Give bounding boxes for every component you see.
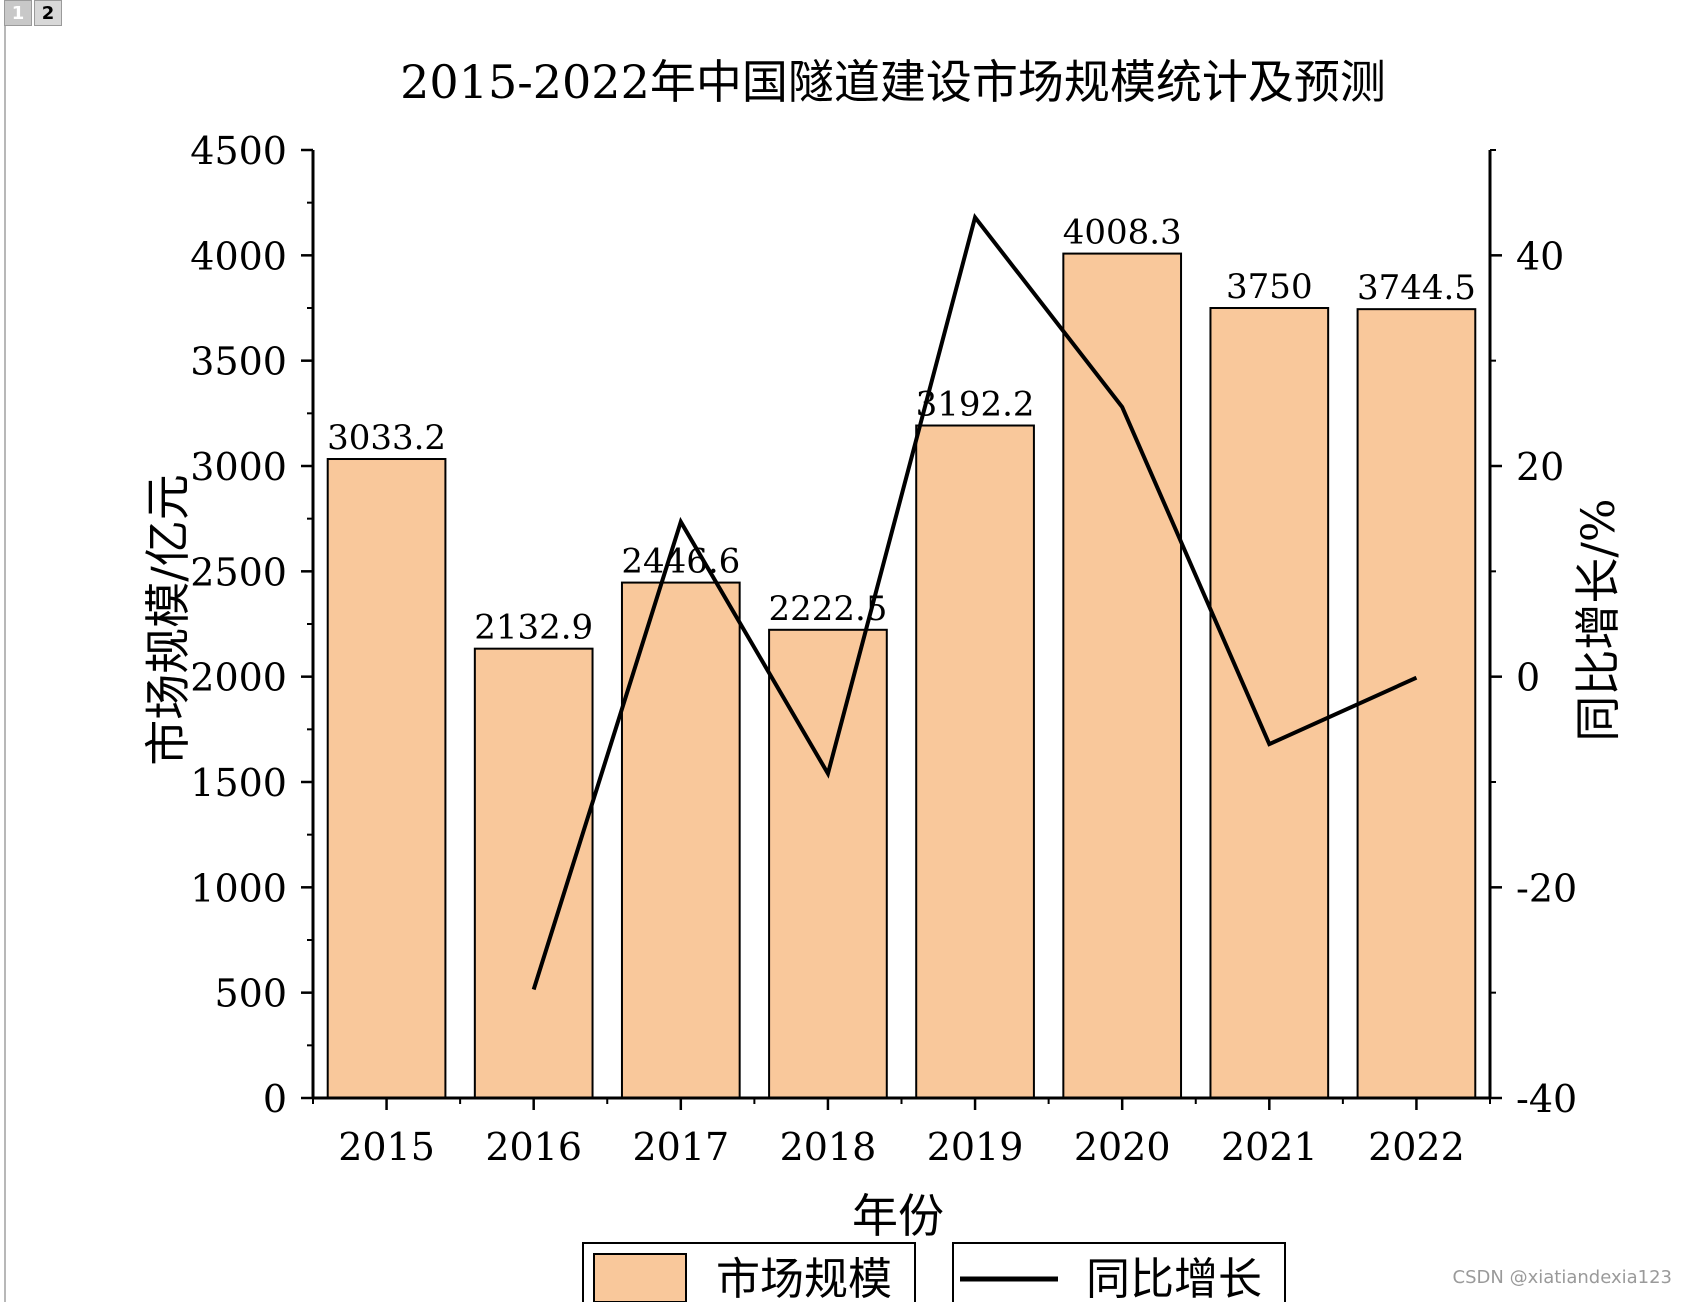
- x-tick-label: 2020: [1074, 1125, 1171, 1169]
- x-tick-label: 2018: [780, 1125, 877, 1169]
- x-tick-label: 2021: [1221, 1125, 1318, 1169]
- tab-page-2[interactable]: 2: [34, 0, 62, 26]
- y2-tick-label: 20: [1516, 445, 1564, 489]
- bar-data-label: 2222.5: [768, 589, 887, 629]
- y-tick-label: 1000: [190, 866, 287, 910]
- bar-data-label: 3192.2: [916, 385, 1035, 425]
- bar-data-label: 4008.3: [1063, 213, 1182, 253]
- y-tick-label: 3500: [190, 340, 287, 384]
- y-tick-label: 2000: [190, 656, 287, 700]
- y-tick-label: 0: [263, 1077, 287, 1121]
- y-tick-label: 2500: [190, 550, 287, 594]
- bar: [915, 424, 1035, 1099]
- x-tick-label: 2015: [338, 1125, 435, 1169]
- bar: [620, 581, 741, 1099]
- bar: [1209, 307, 1330, 1099]
- legend-box-bar: [582, 1242, 916, 1302]
- bar-data-label: 2446.6: [621, 542, 740, 582]
- y-tick-label: 1500: [190, 761, 287, 805]
- x-tick-label: 2017: [632, 1125, 729, 1169]
- y-tick-label: 4500: [190, 129, 287, 173]
- y-tick-label: 4000: [190, 234, 287, 278]
- y2-tick-label: 0: [1516, 656, 1540, 700]
- bar-data-label: 3750: [1226, 267, 1313, 307]
- bar: [473, 647, 594, 1099]
- plot-area: 0 500 1000 1500 2000 2500 3000 3500 4000 4500 -40 -…: [190, 129, 1577, 1169]
- y2-tick-label: -20: [1516, 866, 1577, 910]
- bar-data-label: 3744.5: [1357, 268, 1476, 308]
- x-tick-label: 2019: [927, 1125, 1024, 1169]
- bar: [326, 458, 447, 1099]
- x-axis-label: 年份: [852, 1189, 944, 1243]
- chart-title: 2015-2022年中国隧道建设市场规模统计及预测: [400, 55, 1386, 109]
- bar-data-label: 3033.2: [327, 418, 446, 458]
- y-tick-label: 500: [214, 972, 287, 1016]
- tab-page-1[interactable]: 1: [4, 0, 32, 26]
- y2-axis-label: 同比增长/%: [1571, 498, 1625, 741]
- y2-tick-label: -40: [1516, 1077, 1577, 1121]
- page-tabs: 1 2: [4, 0, 62, 26]
- x-tick-label: 2016: [485, 1125, 582, 1169]
- y-tick-label: 3000: [190, 445, 287, 489]
- watermark: CSDN @xiatiandexia123: [1452, 1267, 1672, 1288]
- legend-bar-label: 市场规模: [716, 1254, 892, 1302]
- bar-data-label: 2132.9: [474, 608, 593, 648]
- y-axis-label: 市场规模/亿元: [141, 474, 195, 766]
- bar: [1062, 252, 1183, 1100]
- bar: [1356, 308, 1477, 1099]
- y2-tick-label: 40: [1516, 234, 1564, 278]
- x-tick-label: 2022: [1368, 1125, 1465, 1169]
- window-frame-left: [4, 26, 6, 1302]
- legend-line-label: 同比增长: [1086, 1254, 1262, 1302]
- legend-box-line: [952, 1242, 1286, 1302]
- legend: 市场规模 同比增长: [582, 1242, 1286, 1302]
- legend-bar-swatch: [593, 1253, 687, 1302]
